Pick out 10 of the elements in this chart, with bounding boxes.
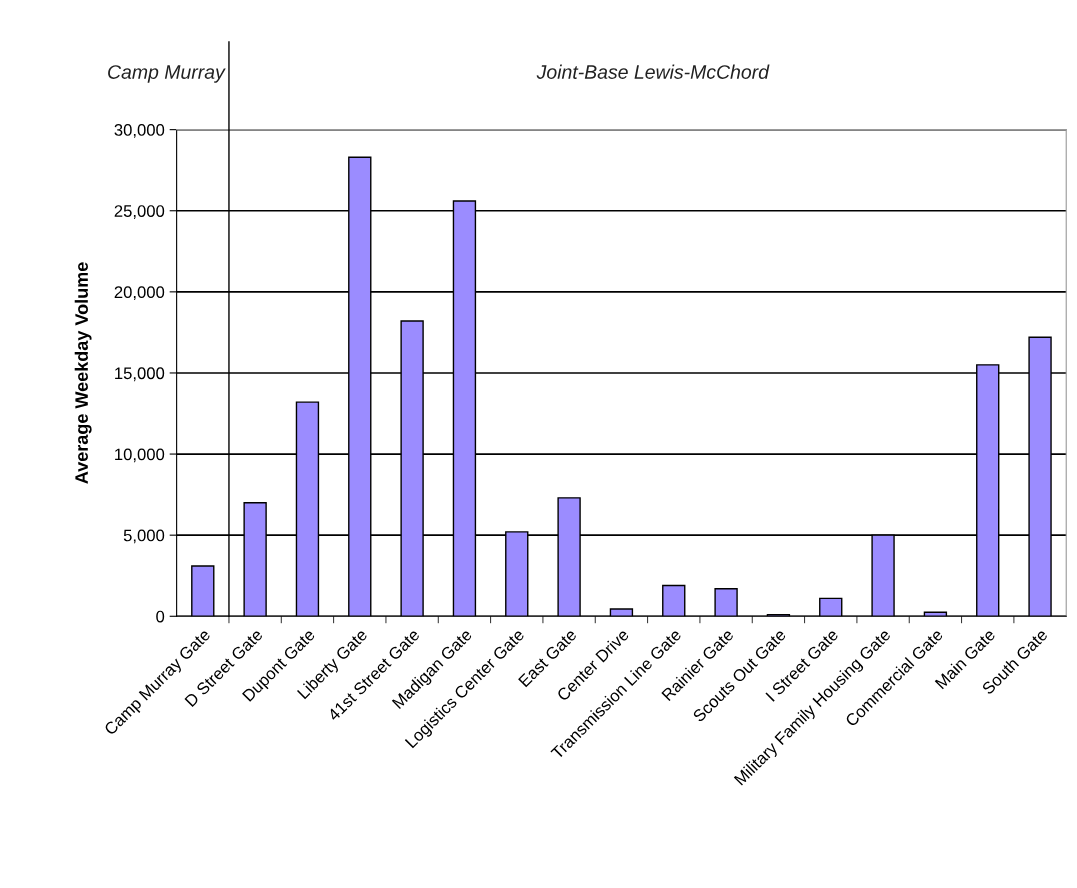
y-tick-label: 30,000 xyxy=(114,124,165,138)
y-tick-label: 10,000 xyxy=(115,448,165,463)
y-axis-title: Average Weekday Volume xyxy=(74,262,92,484)
y-tick-label: 15,000 xyxy=(115,367,165,382)
text: Camp Murray xyxy=(108,65,226,83)
y-tick-label: 5,000 xyxy=(123,529,165,544)
text: Joint-Base Lewis-McChord xyxy=(536,64,770,79)
y-tick-label: 20,000 xyxy=(114,286,165,301)
y-tick-label: 0 xyxy=(156,610,165,623)
y-tick-label: 25,000 xyxy=(114,205,165,219)
